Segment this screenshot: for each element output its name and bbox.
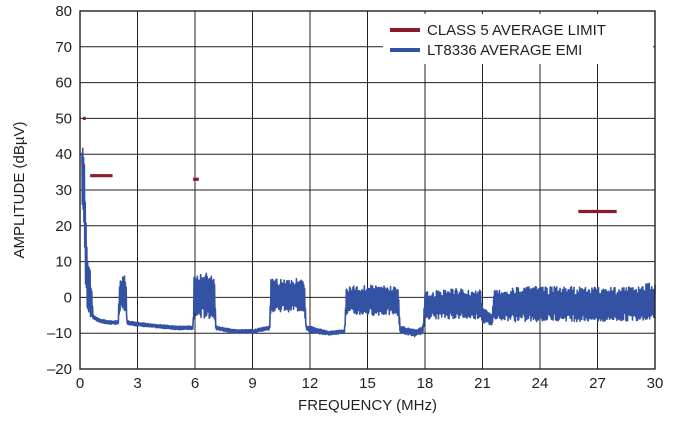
- y-tick-label: 20: [55, 218, 72, 235]
- y-tick-label: 80: [55, 3, 72, 20]
- x-tick-label: 15: [359, 375, 376, 392]
- x-tick-label: 18: [417, 375, 434, 392]
- x-axis-label: FREQUENCY (MHz): [298, 397, 437, 414]
- legend: CLASS 5 AVERAGE LIMIT LT8336 AVERAGE EMI: [383, 14, 653, 64]
- legend-background: [383, 14, 653, 64]
- legend-label-limit: CLASS 5 AVERAGE LIMIT: [427, 22, 606, 39]
- legend-label-emi: LT8336 AVERAGE EMI: [427, 42, 582, 59]
- series-emi-line: [81, 147, 656, 338]
- x-tick-label: 27: [589, 375, 606, 392]
- y-tick-label: –10: [47, 325, 72, 342]
- y-axis-ticks: –20 –10 0 10 20 30 40 50 60 70 80: [47, 3, 72, 378]
- x-tick-label: 9: [248, 375, 256, 392]
- y-tick-label: 10: [55, 254, 72, 271]
- x-tick-label: 12: [302, 375, 319, 392]
- x-tick-label: 30: [647, 375, 664, 392]
- y-tick-label: 50: [55, 110, 72, 127]
- y-tick-label: 70: [55, 39, 72, 56]
- x-tick-label: 3: [133, 375, 141, 392]
- y-tick-label: 30: [55, 182, 72, 199]
- x-tick-label: 0: [76, 375, 84, 392]
- plot-frame: [79, 10, 656, 370]
- x-tick-label: 21: [474, 375, 491, 392]
- y-tick-label: 40: [55, 146, 72, 163]
- y-axis-label: AMPLITUDE (dBµV): [11, 121, 28, 258]
- y-tick-label: 0: [64, 289, 72, 306]
- y-tick-label: –20: [47, 361, 72, 378]
- y-tick-label: 60: [55, 75, 72, 92]
- plot-series: [81, 116, 656, 338]
- x-tick-label: 6: [191, 375, 199, 392]
- x-tick-label: 24: [532, 375, 549, 392]
- x-axis-ticks: 0 3 6 9 12 15 18 21 24 27 30: [76, 375, 664, 392]
